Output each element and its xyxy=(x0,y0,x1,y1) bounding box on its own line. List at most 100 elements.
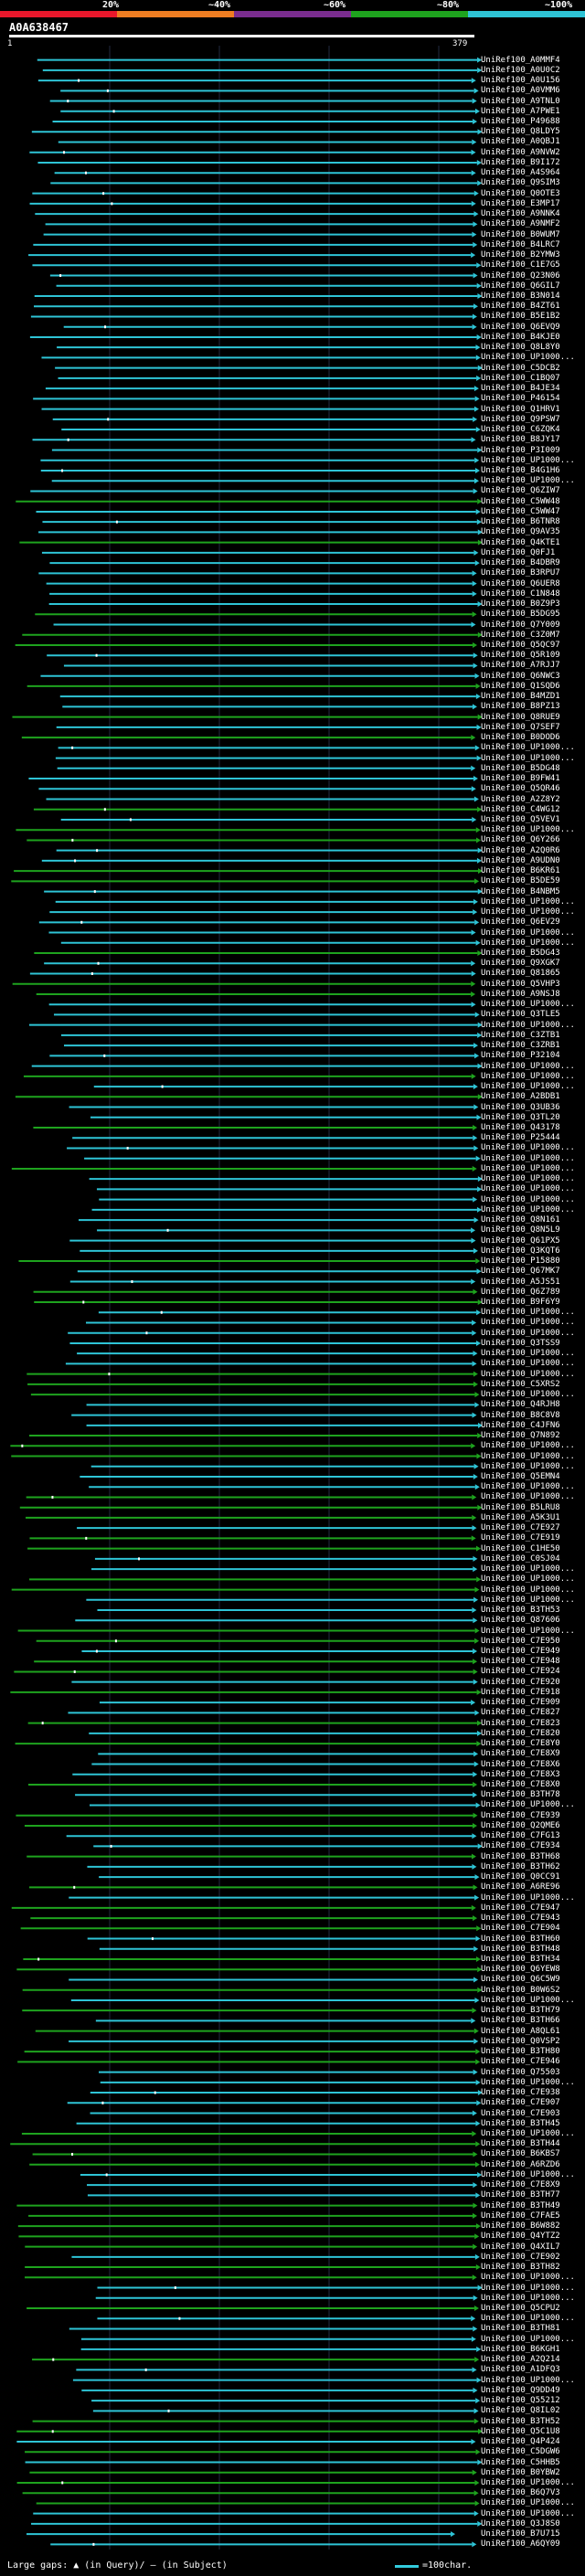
hit-label[interactable]: UniRef100_B4NBM5 xyxy=(481,886,560,896)
hit-label[interactable]: UniRef100_B3TH60 xyxy=(481,1934,560,1944)
hit-label[interactable]: UniRef100_C1HE50 xyxy=(481,1543,560,1553)
hit-label[interactable]: UniRef100_P49688 xyxy=(481,117,560,127)
hit-label[interactable]: UniRef100_Q9DD49 xyxy=(481,2385,560,2395)
hit-label[interactable]: UniRef100_A9NSJ8 xyxy=(481,989,560,999)
hit-label[interactable]: UniRef100_B3RPU7 xyxy=(481,568,560,578)
hit-label[interactable]: UniRef100_Q5QC97 xyxy=(481,640,560,650)
hit-label[interactable]: UniRef100_UP1000... xyxy=(481,1626,575,1636)
hit-label[interactable]: UniRef100_B5E1B2 xyxy=(481,312,560,322)
hit-label[interactable]: UniRef100_UP1000... xyxy=(481,743,575,753)
hit-label[interactable]: UniRef100_B4DBR9 xyxy=(481,558,560,568)
hit-label[interactable]: UniRef100_Q67MK7 xyxy=(481,1267,560,1277)
hit-label[interactable]: UniRef100_Q9SIM3 xyxy=(481,178,560,188)
hit-label[interactable]: UniRef100_UP1000... xyxy=(481,1071,575,1081)
hit-label[interactable]: UniRef100_UP1000... xyxy=(481,1451,575,1461)
hit-label[interactable]: UniRef100_Q2QME6 xyxy=(481,1820,560,1830)
hit-label[interactable]: UniRef100_B0WUM7 xyxy=(481,229,560,239)
hit-label[interactable]: UniRef100_B2YMW3 xyxy=(481,250,560,260)
hit-label[interactable]: UniRef100_UP1000... xyxy=(481,2169,575,2179)
hit-label[interactable]: UniRef100_B3TH45 xyxy=(481,2118,560,2128)
hit-label[interactable]: UniRef100_C7E907 xyxy=(481,2098,560,2108)
hit-label[interactable]: UniRef100_C7E939 xyxy=(481,1810,560,1820)
hit-label[interactable]: UniRef100_B8C8V8 xyxy=(481,1410,560,1420)
hit-label[interactable]: UniRef100_C7E946 xyxy=(481,2057,560,2067)
hit-label[interactable]: UniRef100_B0DOD6 xyxy=(481,733,560,743)
hit-label[interactable]: UniRef100_UP1000... xyxy=(481,1328,575,1338)
hit-label[interactable]: UniRef100_B3TH79 xyxy=(481,2006,560,2016)
hit-label[interactable]: UniRef100_B3TH68 xyxy=(481,1851,560,1861)
hit-label[interactable]: UniRef100_B5DE59 xyxy=(481,876,560,886)
hit-label[interactable]: UniRef100_B5LRU8 xyxy=(481,1502,560,1512)
hit-label[interactable]: UniRef100_Q5EMN4 xyxy=(481,1471,560,1481)
hit-label[interactable]: UniRef100_C7E934 xyxy=(481,1841,560,1851)
hit-label[interactable]: UniRef100_Q5CPU2 xyxy=(481,2303,560,2313)
hit-label[interactable]: UniRef100_Q6EV29 xyxy=(481,917,560,928)
hit-label[interactable]: UniRef100_P32104 xyxy=(481,1051,560,1061)
hit-label[interactable]: UniRef100_B3TH53 xyxy=(481,1606,560,1616)
hit-label[interactable]: UniRef100_Q3J8S0 xyxy=(481,2518,560,2528)
hit-label[interactable]: UniRef100_UP1000... xyxy=(481,2477,575,2487)
hit-label[interactable]: UniRef100_UP1000... xyxy=(481,1492,575,1502)
hit-label[interactable]: UniRef100_UP1000... xyxy=(481,1194,575,1204)
hit-label[interactable]: UniRef100_UP1000... xyxy=(481,2314,575,2324)
hit-label[interactable]: UniRef100_A0U156 xyxy=(481,76,560,86)
hit-label[interactable]: UniRef100_P46154 xyxy=(481,394,560,404)
hit-label[interactable]: UniRef100_Q6NWC3 xyxy=(481,671,560,681)
hit-label[interactable]: UniRef100_C7E903 xyxy=(481,2108,560,2118)
hit-label[interactable]: UniRef100_C7FAE5 xyxy=(481,2210,560,2221)
hit-label[interactable]: UniRef100_B3TH66 xyxy=(481,2016,560,2026)
hit-label[interactable]: UniRef100_B3TH81 xyxy=(481,2324,560,2334)
hit-label[interactable]: UniRef100_B3TH48 xyxy=(481,1944,560,1954)
hit-label[interactable]: UniRef100_A6QY09 xyxy=(481,2539,560,2549)
hit-label[interactable]: UniRef100_B6KR61 xyxy=(481,866,560,876)
hit-label[interactable]: UniRef100_Q0CC91 xyxy=(481,1872,560,1882)
hit-label[interactable]: UniRef100_Q8LDY5 xyxy=(481,127,560,137)
hit-label[interactable]: UniRef100_B3TH49 xyxy=(481,2200,560,2210)
hit-label[interactable]: UniRef100_UP1000... xyxy=(481,1000,575,1010)
hit-label[interactable]: UniRef100_UP1000... xyxy=(481,1020,575,1030)
hit-label[interactable]: UniRef100_B6TNR8 xyxy=(481,517,560,527)
hit-label[interactable]: UniRef100_UP1000... xyxy=(481,907,575,917)
hit-label[interactable]: UniRef100_A0QBJ1 xyxy=(481,137,560,147)
hit-label[interactable]: UniRef100_B6Q7V3 xyxy=(481,2488,560,2498)
hit-label[interactable]: UniRef100_C7E8X6 xyxy=(481,1759,560,1769)
hit-label[interactable]: UniRef100_C7E820 xyxy=(481,1728,560,1738)
hit-label[interactable]: UniRef100_Q3TLE5 xyxy=(481,1010,560,1020)
hit-label[interactable]: UniRef100_A2Q214 xyxy=(481,2355,560,2365)
hit-label[interactable]: UniRef100_UP1000... xyxy=(481,1204,575,1214)
hit-label[interactable]: UniRef100_C5DCB2 xyxy=(481,363,560,373)
hit-label[interactable]: UniRef100_Q5QR46 xyxy=(481,784,560,794)
hit-label[interactable]: UniRef100_C7E8X9 xyxy=(481,1749,560,1759)
hit-label[interactable]: UniRef100_B4G1H6 xyxy=(481,466,560,475)
hit-label[interactable]: UniRef100_B4LRC7 xyxy=(481,239,560,249)
hit-label[interactable]: UniRef100_C7E8X3 xyxy=(481,1769,560,1779)
hit-label[interactable]: UniRef100_B6KBS7 xyxy=(481,2149,560,2159)
hit-label[interactable]: UniRef100_C3ZRB1 xyxy=(481,1041,560,1051)
hit-label[interactable]: UniRef100_Q0FJ1 xyxy=(481,547,556,557)
hit-label[interactable]: UniRef100_UP1000... xyxy=(481,455,575,465)
hit-label[interactable]: UniRef100_B3TH34 xyxy=(481,1955,560,1964)
hit-label[interactable]: UniRef100_B4JE34 xyxy=(481,384,560,394)
hit-label[interactable]: UniRef100_Q23N06 xyxy=(481,270,560,281)
hit-label[interactable]: UniRef100_UP1000... xyxy=(481,2293,575,2303)
hit-label[interactable]: UniRef100_A9NVW2 xyxy=(481,147,560,157)
hit-label[interactable]: UniRef100_Q1SQD6 xyxy=(481,681,560,691)
hit-label[interactable]: UniRef100_C4JFN6 xyxy=(481,1420,560,1430)
hit-label[interactable]: UniRef100_Q6Z789 xyxy=(481,1287,560,1297)
hit-label[interactable]: UniRef100_UP1000... xyxy=(481,938,575,948)
hit-label[interactable]: UniRef100_Q87606 xyxy=(481,1616,560,1626)
hit-label[interactable]: UniRef100_Q8IL02 xyxy=(481,2406,560,2416)
hit-label[interactable]: UniRef100_UP1000... xyxy=(481,2077,575,2087)
hit-label[interactable]: UniRef100_A4S964 xyxy=(481,168,560,178)
hit-label[interactable]: UniRef100_C7E918 xyxy=(481,1687,560,1697)
hit-label[interactable]: UniRef100_C7E827 xyxy=(481,1708,560,1718)
hit-label[interactable]: UniRef100_C7E8Y0 xyxy=(481,1739,560,1749)
hit-label[interactable]: UniRef100_Q3KQT6 xyxy=(481,1246,560,1256)
hit-label[interactable]: UniRef100_UP1000... xyxy=(481,2498,575,2508)
hit-label[interactable]: UniRef100_C3ZTB1 xyxy=(481,1030,560,1040)
hit-label[interactable]: UniRef100_Q8L8Y0 xyxy=(481,343,560,353)
hit-label[interactable]: UniRef100_UP1000... xyxy=(481,1308,575,1318)
hit-label[interactable]: UniRef100_UP1000... xyxy=(481,1585,575,1595)
hit-label[interactable]: UniRef100_E3MP17 xyxy=(481,198,560,208)
hit-label[interactable]: UniRef100_C7E950 xyxy=(481,1636,560,1646)
